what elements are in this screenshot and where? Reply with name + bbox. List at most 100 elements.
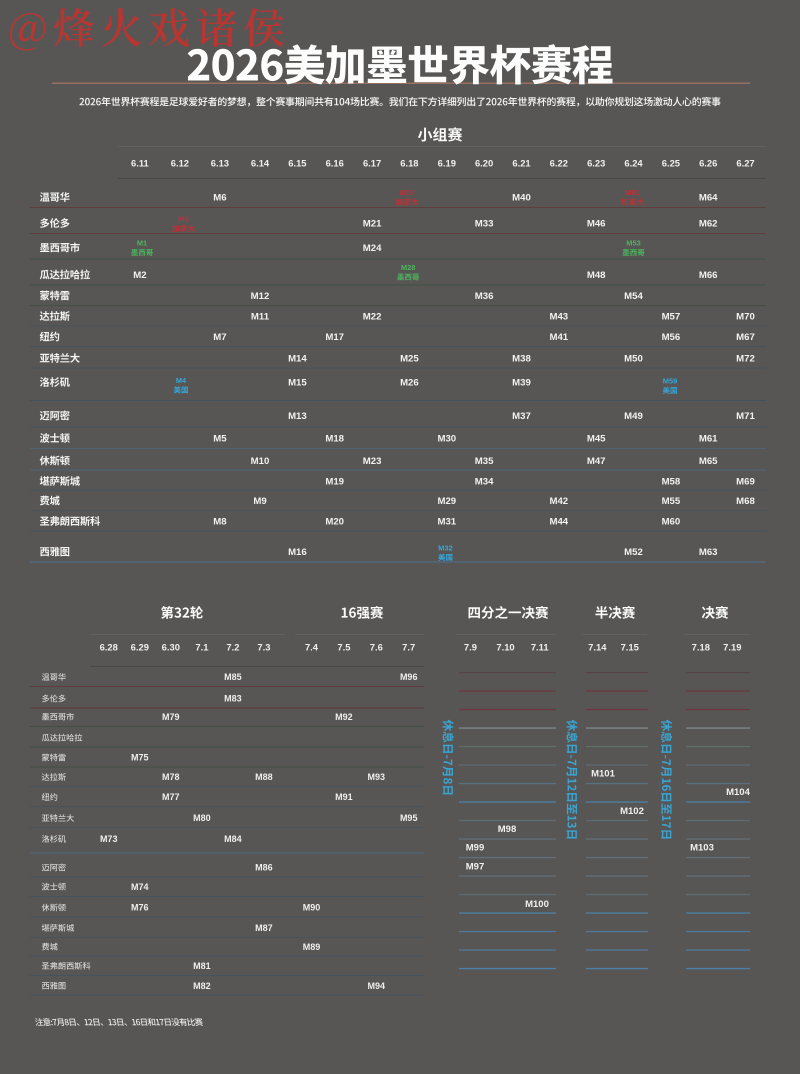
svg-text:M73: M73 — [100, 834, 118, 844]
svg-text:6.22: 6.22 — [550, 157, 568, 168]
svg-text:M53: M53 — [626, 239, 640, 248]
svg-text:6.12: 6.12 — [171, 157, 189, 168]
svg-text:M71: M71 — [736, 411, 755, 422]
svg-text:M32: M32 — [438, 544, 452, 553]
svg-text:M1: M1 — [137, 239, 147, 248]
svg-text:M63: M63 — [699, 547, 718, 558]
svg-text:M91: M91 — [335, 792, 353, 802]
svg-text:M46: M46 — [587, 219, 606, 230]
svg-text:7.3: 7.3 — [257, 641, 270, 652]
svg-text:M29: M29 — [437, 496, 456, 507]
svg-text:M26: M26 — [400, 378, 419, 389]
svg-text:M42: M42 — [549, 496, 568, 507]
svg-text:7.1: 7.1 — [195, 641, 208, 652]
svg-text:6.24: 6.24 — [624, 157, 643, 168]
svg-text:M27: M27 — [400, 188, 415, 197]
svg-text:M44: M44 — [549, 517, 568, 528]
svg-text:M62: M62 — [699, 219, 718, 230]
svg-text:M39: M39 — [512, 378, 531, 389]
svg-text:M70: M70 — [736, 312, 755, 323]
svg-text:M88: M88 — [255, 772, 273, 782]
svg-text:M86: M86 — [255, 863, 273, 873]
svg-text:M98: M98 — [498, 824, 516, 835]
svg-text:7.18: 7.18 — [692, 641, 710, 652]
svg-text:7.2: 7.2 — [226, 641, 239, 652]
svg-text:6.11: 6.11 — [131, 157, 149, 168]
svg-text:6.19: 6.19 — [438, 157, 456, 168]
svg-text:M30: M30 — [437, 434, 456, 445]
svg-text:M12: M12 — [251, 291, 270, 302]
svg-text:M82: M82 — [193, 981, 211, 991]
svg-text:M11: M11 — [251, 312, 270, 323]
svg-text:M102: M102 — [620, 806, 644, 817]
svg-text:M92: M92 — [335, 712, 353, 722]
svg-text:M9: M9 — [253, 496, 266, 507]
svg-text:6.16: 6.16 — [326, 157, 344, 168]
svg-text:M10: M10 — [251, 456, 270, 467]
svg-text:M54: M54 — [624, 291, 643, 302]
svg-text:7.6: 7.6 — [370, 641, 383, 652]
svg-text:M72: M72 — [736, 354, 755, 365]
svg-text:M78: M78 — [162, 772, 180, 782]
svg-text:M48: M48 — [587, 270, 606, 281]
svg-text:M21: M21 — [363, 219, 382, 230]
svg-text:M84: M84 — [224, 834, 242, 844]
svg-text:M83: M83 — [224, 694, 242, 704]
svg-text:M7: M7 — [213, 332, 226, 343]
svg-text:M14: M14 — [288, 354, 307, 365]
svg-text:6.21: 6.21 — [512, 157, 530, 168]
svg-text:7.10: 7.10 — [496, 641, 514, 652]
svg-text:6.13: 6.13 — [211, 157, 229, 168]
svg-text:M20: M20 — [325, 517, 344, 528]
svg-text:M87: M87 — [255, 923, 273, 933]
svg-text:6.25: 6.25 — [662, 157, 680, 168]
svg-text:M5: M5 — [213, 434, 227, 445]
svg-text:7.4: 7.4 — [305, 641, 319, 652]
svg-text:M100: M100 — [525, 899, 549, 910]
svg-text:M51: M51 — [625, 188, 641, 197]
svg-text:M64: M64 — [699, 193, 718, 204]
svg-text:M94: M94 — [368, 981, 386, 991]
svg-text:6.23: 6.23 — [587, 157, 605, 168]
svg-text:M36: M36 — [475, 291, 494, 302]
svg-text:M45: M45 — [587, 434, 606, 445]
svg-text:M93: M93 — [368, 772, 386, 782]
svg-text:M4: M4 — [176, 376, 187, 385]
svg-text:M66: M66 — [699, 270, 718, 281]
svg-text:6.18: 6.18 — [400, 157, 418, 168]
svg-text:M68: M68 — [736, 496, 755, 507]
svg-text:6.20: 6.20 — [475, 157, 493, 168]
svg-text:M31: M31 — [437, 517, 456, 528]
svg-text:M18: M18 — [325, 434, 344, 445]
svg-text:M15: M15 — [288, 378, 307, 389]
svg-text:M17: M17 — [325, 332, 344, 343]
svg-text:M67: M67 — [736, 332, 755, 343]
svg-text:M50: M50 — [624, 354, 643, 365]
svg-text:M99: M99 — [466, 842, 484, 853]
svg-text:M81: M81 — [193, 961, 211, 971]
svg-text:M37: M37 — [512, 411, 531, 422]
svg-text:6.14: 6.14 — [251, 157, 270, 168]
svg-text:M24: M24 — [363, 243, 382, 254]
svg-text:M65: M65 — [699, 456, 718, 467]
svg-text:M77: M77 — [162, 792, 180, 802]
svg-text:M22: M22 — [363, 312, 382, 323]
svg-text:M41: M41 — [549, 332, 568, 343]
svg-text:M38: M38 — [512, 354, 531, 365]
svg-text:M59: M59 — [663, 377, 677, 386]
svg-text:M47: M47 — [587, 456, 606, 467]
svg-text:M8: M8 — [213, 517, 227, 528]
svg-text:7.19: 7.19 — [723, 641, 741, 652]
svg-text:M60: M60 — [662, 517, 681, 528]
svg-text:6.15: 6.15 — [288, 157, 306, 168]
svg-text:M52: M52 — [624, 547, 643, 558]
svg-text:M69: M69 — [736, 477, 755, 488]
svg-text:M96: M96 — [400, 672, 418, 682]
svg-text:M23: M23 — [363, 456, 382, 467]
svg-text:6.27: 6.27 — [736, 157, 754, 168]
svg-text:M40: M40 — [512, 193, 531, 204]
svg-text:7.5: 7.5 — [337, 641, 350, 652]
svg-text:M79: M79 — [162, 712, 180, 722]
svg-text:M34: M34 — [475, 477, 494, 488]
svg-text:7.15: 7.15 — [621, 641, 639, 652]
